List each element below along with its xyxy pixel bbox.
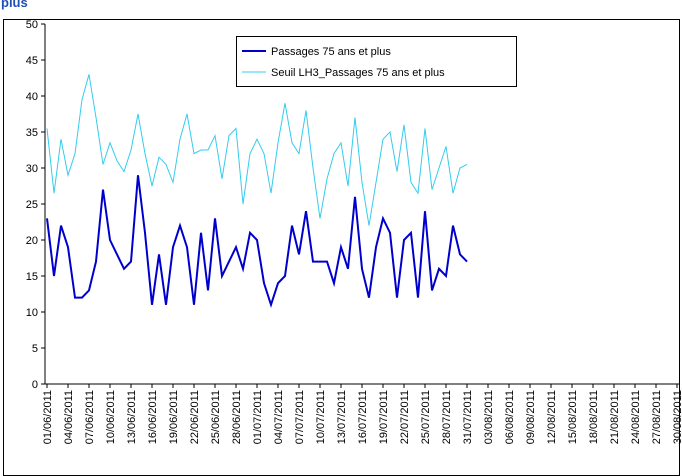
x-tick-label: 07/07/2011 xyxy=(294,390,306,444)
x-tick-label: 25/06/2011 xyxy=(210,390,222,444)
x-tick-label: 28/07/2011 xyxy=(441,390,453,444)
x-tick-label: 16/06/2011 xyxy=(147,390,159,444)
x-tick-label: 01/06/2011 xyxy=(42,390,54,444)
x-tick-label: 25/07/2011 xyxy=(420,390,432,444)
legend-label: Passages 75 ans et plus xyxy=(271,46,391,58)
x-tick-label: 28/06/2011 xyxy=(231,390,243,444)
x-tick-label: 13/06/2011 xyxy=(126,390,138,444)
x-tick-label: 31/07/2011 xyxy=(462,390,474,444)
x-tick-label: 10/07/2011 xyxy=(315,390,327,444)
x-tick-label: 13/07/2011 xyxy=(336,390,348,444)
chart-title: plus xyxy=(1,0,28,10)
y-tick-label: 20 xyxy=(26,235,38,247)
x-tick-label: 18/08/2011 xyxy=(588,390,600,444)
x-tick-label: 04/06/2011 xyxy=(63,390,75,444)
y-tick-label: 35 xyxy=(26,127,38,139)
y-tick-label: 0 xyxy=(32,379,38,391)
x-tick-label: 21/08/2011 xyxy=(609,390,621,444)
x-tick-label: 10/06/2011 xyxy=(105,390,117,444)
x-tick-label: 19/07/2011 xyxy=(378,390,390,444)
x-tick-label: 07/06/2011 xyxy=(84,390,96,444)
y-tick-label: 45 xyxy=(26,55,38,67)
x-tick-label: 09/08/2011 xyxy=(525,390,537,444)
x-tick-label: 12/08/2011 xyxy=(546,390,558,444)
x-tick-label: 19/06/2011 xyxy=(168,390,180,444)
y-tick-label: 10 xyxy=(26,307,38,319)
x-tick-label: 22/06/2011 xyxy=(189,390,201,444)
y-tick-label: 25 xyxy=(26,199,38,211)
x-tick-label: 15/08/2011 xyxy=(567,390,579,444)
y-tick-label: 40 xyxy=(26,91,38,103)
series-line xyxy=(46,74,468,226)
legend-label: Seuil LH3_Passages 75 ans et plus xyxy=(271,67,445,79)
x-tick-label: 04/07/2011 xyxy=(273,390,285,444)
x-tick-label: 22/07/2011 xyxy=(399,390,411,444)
x-tick-label: 16/07/2011 xyxy=(357,390,369,444)
y-tick-label: 5 xyxy=(32,343,38,355)
x-tick-label: 30/08/2011 xyxy=(672,390,682,444)
x-tick-label: 24/08/2011 xyxy=(630,390,642,444)
x-tick-label: 03/08/2011 xyxy=(483,390,495,444)
y-tick-label: 30 xyxy=(26,163,38,175)
x-tick-label: 27/08/2011 xyxy=(651,390,663,444)
series-line xyxy=(46,175,468,309)
y-tick-label: 15 xyxy=(26,271,38,283)
legend xyxy=(236,36,517,87)
x-tick-label: 06/08/2011 xyxy=(504,390,516,444)
y-tick-label: 50 xyxy=(26,19,38,31)
x-tick-label: 01/07/2011 xyxy=(252,390,264,444)
